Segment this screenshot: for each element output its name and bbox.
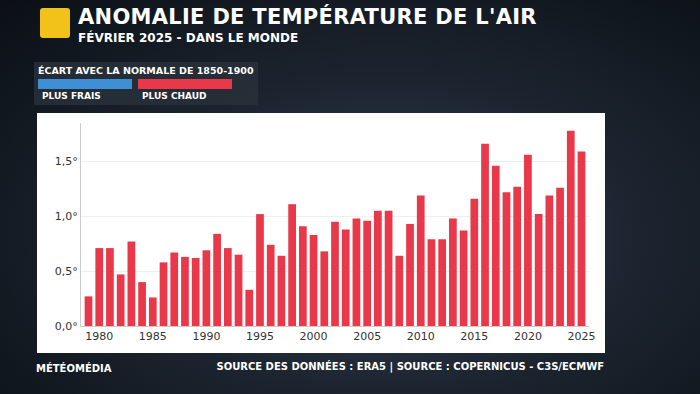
svg-text:1,0°: 1,0° <box>55 210 78 223</box>
svg-text:1980: 1980 <box>85 330 113 343</box>
html-text:SOURCE DES DONNÉES : ERA5 | SO: SOURCE DES DONNÉES : ERA5 | SOURCE : COP… <box>216 361 604 372</box>
html-text:ANOMALIE DE TEMPÉRATURE DE L'A: ANOMALIE DE TEMPÉRATURE DE L'AIR <box>78 5 537 29</box>
svg-text:2010: 2010 <box>407 330 435 343</box>
svg-text:1995: 1995 <box>246 330 274 343</box>
html-text:PLUS FRAIS: PLUS FRAIS <box>42 91 101 101</box>
svg-text:1985: 1985 <box>139 330 167 343</box>
html-text:FÉVRIER 2025 - DANS LE MONDE: FÉVRIER 2025 - DANS LE MONDE <box>78 31 299 45</box>
svg-text:2015: 2015 <box>460 330 488 343</box>
html-text:PLUS CHAUD: PLUS CHAUD <box>142 91 207 101</box>
html-text:ÉCART AVEC LA NORMALE DE 1850-: ÉCART AVEC LA NORMALE DE 1850-1900 <box>38 65 254 76</box>
svg-text:2000: 2000 <box>300 330 328 343</box>
svg-text:1990: 1990 <box>192 330 220 343</box>
svg-text:1,5°: 1,5° <box>55 155 78 168</box>
svg-text:0,5°: 0,5° <box>55 265 78 278</box>
html-text:MÉTÉOMÉDIA: MÉTÉOMÉDIA <box>36 363 112 374</box>
svg-text:0,0°: 0,0° <box>55 320 78 333</box>
svg-text:2005: 2005 <box>353 330 381 343</box>
svg-text:2020: 2020 <box>514 330 542 343</box>
svg-text:2025: 2025 <box>568 330 596 343</box>
